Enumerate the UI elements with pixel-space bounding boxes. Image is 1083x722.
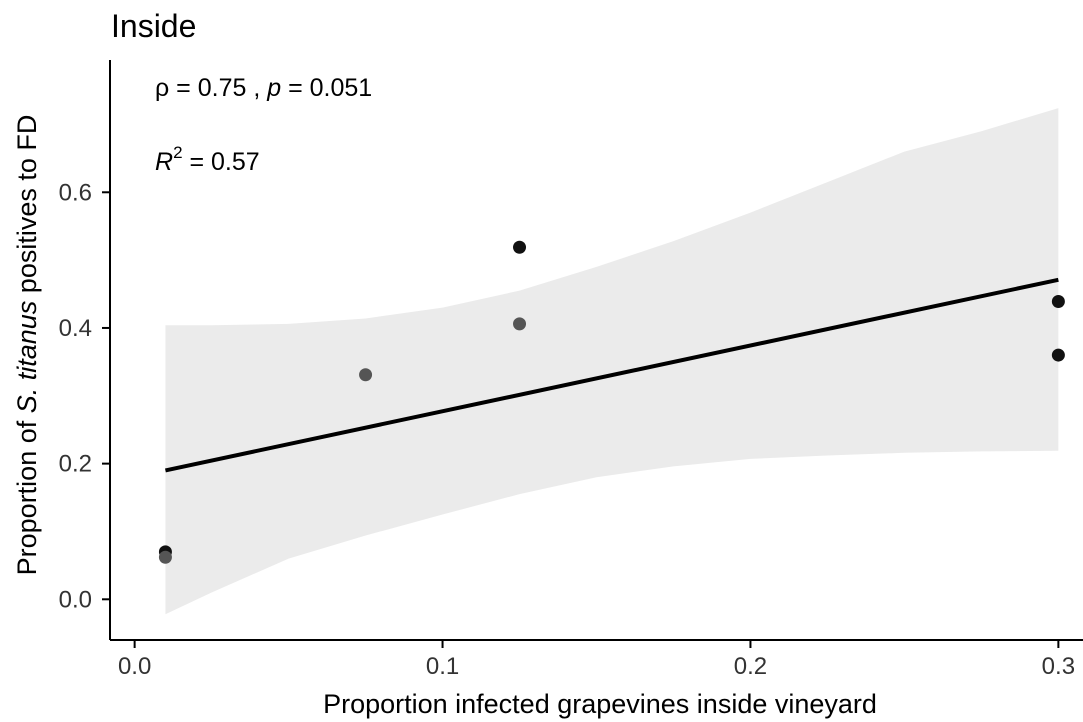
y-tick-label-0: 0.0 (59, 586, 92, 613)
y-tick-label-3: 0.6 (59, 179, 92, 206)
r2-value: = 0.57 (183, 148, 260, 176)
rho-symbol: ρ (155, 74, 169, 102)
x-tick-label-3: 0.3 (1042, 653, 1075, 680)
correlation-annotation: ρ = 0.75 , p = 0.051 (155, 74, 372, 102)
y-axis-label-prefix: Proportion of (12, 413, 42, 575)
chart-title: Inside (111, 8, 196, 44)
data-points (158, 240, 1065, 564)
p-symbol: p (266, 74, 281, 102)
rho-text: = 0.75 , (169, 74, 267, 102)
y-axis-ticks: 0.0 0.2 0.4 0.6 (59, 179, 110, 613)
r2-annotation: R2 = 0.57 (155, 143, 260, 176)
x-axis-ticks: 0.0 0.1 0.2 0.3 (118, 640, 1075, 680)
data-point-2 (158, 550, 172, 564)
y-axis-label-species: S. titanus (12, 301, 42, 414)
data-point-6 (1051, 294, 1065, 308)
x-tick-label-2: 0.2 (734, 653, 767, 680)
confidence-band (165, 108, 1059, 615)
y-tick-label-2: 0.4 (59, 315, 92, 342)
data-point-5 (513, 317, 527, 331)
y-axis-label: Proportion of S. titanus positives to FD (12, 115, 42, 576)
data-point-3 (359, 368, 373, 382)
p-text: = 0.051 (281, 74, 372, 102)
x-tick-label-1: 0.1 (426, 653, 459, 680)
data-point-7 (1051, 348, 1065, 362)
x-axis-label: Proportion infected grapevines inside vi… (323, 689, 877, 719)
regression-line (165, 277, 1059, 473)
y-axis-label-suffix: positives to FD (12, 115, 42, 301)
r2-superscript: 2 (173, 143, 182, 162)
plot-area: 0.0 0.1 0.2 0.3 0.0 0.2 0.4 0.6 (59, 60, 1083, 680)
y-tick-label-1: 0.2 (59, 451, 92, 478)
r-symbol: R (155, 148, 173, 176)
data-point-4 (513, 240, 527, 254)
x-tick-label-0: 0.0 (118, 653, 151, 680)
